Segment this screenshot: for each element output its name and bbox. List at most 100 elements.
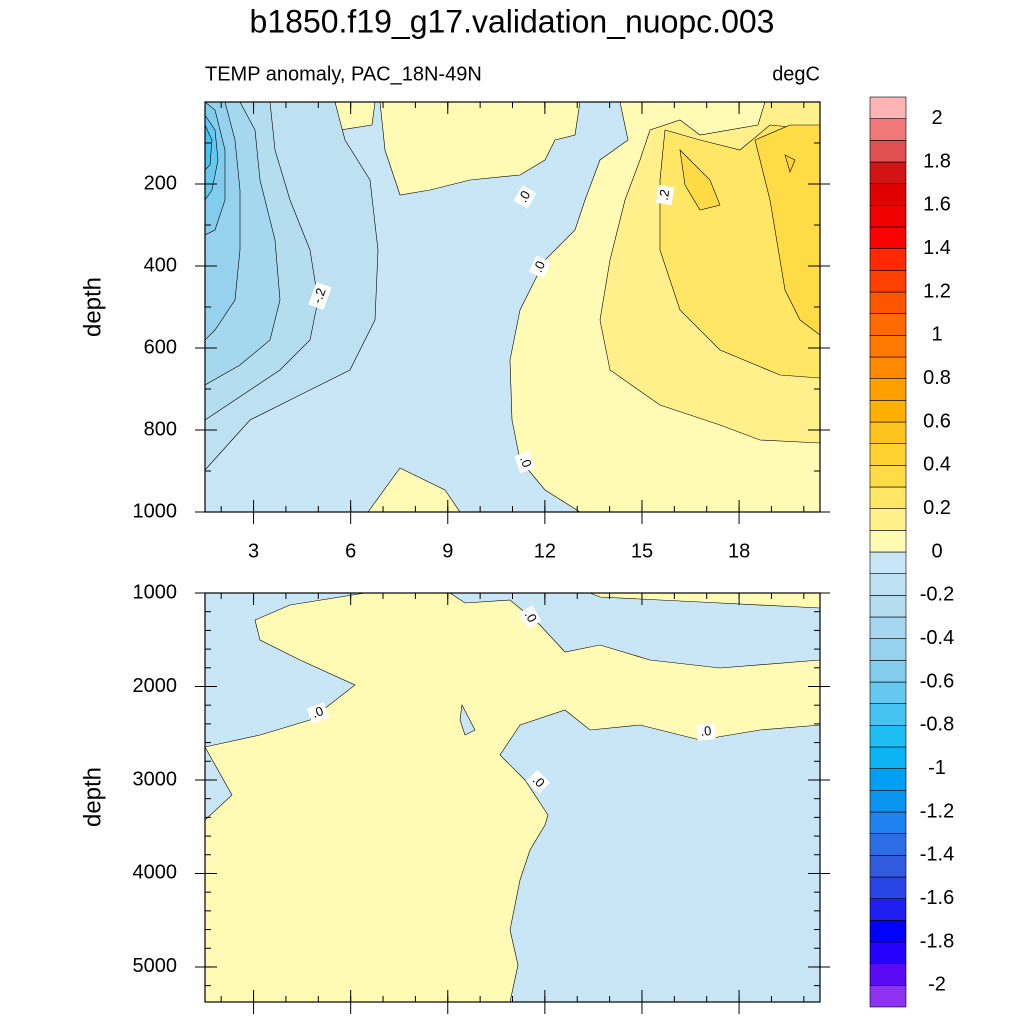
y-tick-label: 3000 bbox=[133, 768, 178, 790]
contour-label-box bbox=[528, 255, 552, 279]
colorbar-box bbox=[869, 226, 907, 249]
colorbar-box bbox=[869, 183, 907, 206]
y-tick-label: 200 bbox=[144, 172, 177, 194]
contour-labels: .0 -.2 .0 .0 .2 .0 .0 .0 .0 bbox=[306, 184, 716, 795]
colorbar-box bbox=[869, 96, 907, 119]
colorbar-box bbox=[869, 378, 907, 401]
colorbar-label: 2 bbox=[931, 107, 942, 129]
colorbar-box bbox=[869, 963, 907, 986]
colorbar-label: 1 bbox=[931, 324, 942, 346]
colorbar-box bbox=[869, 811, 907, 834]
colorbar-label: 0.2 bbox=[923, 497, 951, 519]
y-tick-label: 1000 bbox=[133, 581, 178, 603]
colorbar-box bbox=[869, 920, 907, 943]
colorbar-box bbox=[869, 703, 907, 726]
contour-region bbox=[679, 149, 721, 211]
contour-field bbox=[205, 593, 820, 1002]
colorbar-label: -0.8 bbox=[920, 714, 954, 736]
y-tick-label: 1000 bbox=[133, 500, 178, 522]
colorbar-label: -0.2 bbox=[920, 584, 954, 606]
x-tick-label: 9 bbox=[442, 540, 453, 562]
colorbar-box bbox=[869, 140, 907, 163]
colorbar-box bbox=[869, 660, 907, 683]
contour-label-box bbox=[518, 605, 542, 629]
colorbar-box bbox=[869, 248, 907, 271]
contour-label-box bbox=[655, 184, 675, 206]
contour-region bbox=[784, 154, 796, 173]
colorbar-box bbox=[869, 443, 907, 466]
colorbar-box bbox=[869, 833, 907, 856]
contour-label-box bbox=[306, 702, 330, 724]
x-tick-label: 18 bbox=[728, 540, 750, 562]
contour-region bbox=[205, 593, 820, 1002]
colorbar-box bbox=[869, 270, 907, 293]
x-tick-label: 3 bbox=[248, 540, 259, 562]
colorbar-box bbox=[869, 790, 907, 813]
x-tick-label: 12 bbox=[534, 540, 556, 562]
contour-region bbox=[379, 102, 581, 196]
colorbar-box bbox=[869, 530, 907, 553]
contour-region bbox=[205, 124, 213, 171]
colorbar-box bbox=[869, 118, 907, 141]
colorbar-box bbox=[869, 855, 907, 878]
colorbar-label: 1.2 bbox=[923, 280, 951, 302]
colorbar-box bbox=[869, 421, 907, 444]
colorbar-box bbox=[869, 465, 907, 488]
colorbar-label: 0.6 bbox=[923, 410, 951, 432]
colorbar-label: -1.4 bbox=[920, 844, 954, 866]
colorbar-label: -1.6 bbox=[920, 887, 954, 909]
colorbar-label: -1 bbox=[928, 757, 946, 779]
colorbar-label: 1.8 bbox=[923, 150, 951, 172]
colorbar-label: 1.6 bbox=[923, 194, 951, 216]
x-tick-label: 6 bbox=[345, 540, 356, 562]
colorbar-box bbox=[869, 508, 907, 531]
y-axis-label: depth bbox=[79, 767, 106, 827]
contour-label-box bbox=[514, 450, 536, 474]
colorbar-box bbox=[869, 985, 907, 1008]
contour-label: .0 bbox=[700, 723, 712, 739]
subtitle: TEMP anomaly, PAC_18N-49N bbox=[205, 63, 482, 85]
colorbar-box bbox=[869, 876, 907, 899]
contour-region bbox=[367, 467, 461, 512]
colorbar-box bbox=[869, 356, 907, 379]
x-tick-label: 15 bbox=[631, 540, 653, 562]
y-tick-label: 2000 bbox=[133, 675, 178, 697]
colorbar-box bbox=[869, 486, 907, 509]
colorbar-box bbox=[869, 335, 907, 358]
colorbar-label: -2 bbox=[928, 974, 946, 996]
colorbar-box bbox=[869, 725, 907, 748]
contour-label-box bbox=[308, 281, 332, 311]
contour-label: -.2 bbox=[309, 286, 328, 305]
y-tick-label: 4000 bbox=[133, 862, 178, 884]
colorbar-label: 0.8 bbox=[923, 367, 951, 389]
colorbar-label: 0.4 bbox=[923, 454, 951, 476]
colorbar-box bbox=[869, 638, 907, 661]
contour-label-box bbox=[525, 769, 551, 795]
colorbar-box bbox=[869, 313, 907, 336]
units: degC bbox=[772, 63, 820, 85]
y-tick-label: 600 bbox=[144, 336, 177, 358]
contour-region bbox=[754, 124, 820, 336]
contour-label-box bbox=[696, 723, 716, 741]
colorbar-box bbox=[869, 616, 907, 639]
colorbar-label: -1.8 bbox=[920, 930, 954, 952]
contour-region bbox=[459, 704, 476, 736]
chart-title: b1850.f19_g17.validation_nuopc.003 bbox=[250, 3, 775, 39]
contour-region bbox=[589, 593, 820, 609]
colorbar-label: -0.4 bbox=[920, 627, 954, 649]
contour-label: .0 bbox=[517, 454, 535, 469]
colorbar-box bbox=[869, 291, 907, 314]
colorbar-box bbox=[869, 551, 907, 574]
colorbar-box bbox=[869, 573, 907, 596]
colorbar-label: -0.6 bbox=[920, 670, 954, 692]
colorbar-box bbox=[869, 205, 907, 228]
colorbar-label: 0 bbox=[931, 540, 942, 562]
colorbar-box bbox=[869, 595, 907, 618]
y-tick-label: 800 bbox=[144, 418, 177, 440]
contour-label: .0 bbox=[310, 703, 325, 721]
contour-field bbox=[205, 102, 820, 512]
contour-label-box bbox=[513, 185, 537, 209]
colorbar-label: 1.4 bbox=[923, 237, 951, 259]
colorbar-box bbox=[869, 681, 907, 704]
